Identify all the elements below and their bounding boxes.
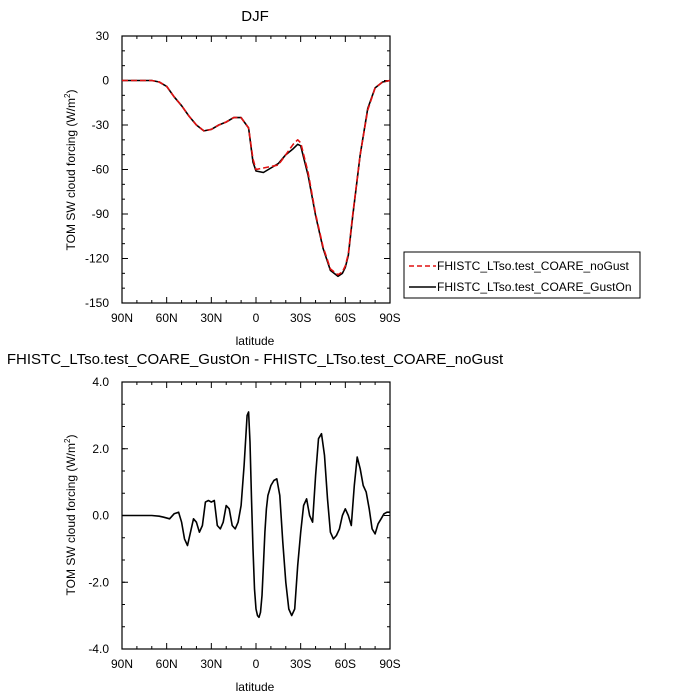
chart1-ylabel-sup: 2 [63, 93, 72, 98]
chart2-title: FHISTC_LTso.test_COARE_GustOn - FHISTC_L… [7, 351, 504, 368]
chart1-ylabel-close: ) [64, 90, 78, 94]
chart1-title: DJF [241, 8, 269, 25]
chart2-ytick-label: 0.0 [92, 509, 109, 523]
chart1-ytick-label: -90 [92, 207, 110, 221]
chart1-legend: FHISTC_LTso.test_COARE_noGust FHISTC_LTs… [403, 251, 641, 299]
chart1-xtick-label: 90N [111, 311, 133, 325]
chart1-xtick-label: 90S [379, 311, 400, 325]
chart1-series-line-guston [122, 79, 391, 278]
chart2-ytick-label: 2.0 [92, 442, 109, 456]
chart1-ytick-label: -60 [92, 163, 110, 177]
chart1-series-line-nogust [122, 79, 391, 276]
chart1-xtick-label: 60N [156, 311, 178, 325]
chart1-xtick-label: 0 [253, 311, 260, 325]
chart1-xtick-label: 60S [335, 311, 356, 325]
chart2-xtick-label: 30S [290, 657, 311, 671]
chart2-xtick-label: 30N [200, 657, 222, 671]
chart2-xlabel: latitude [236, 680, 275, 694]
chart2-ylabel-close: ) [64, 435, 78, 439]
chart2-ytick-label: 4.0 [92, 375, 109, 389]
chart2-xtick-label: 90S [379, 657, 400, 671]
chart1-xlabel: latitude [236, 334, 275, 348]
chart2-xtick-label: 60N [156, 657, 178, 671]
chart1-ytick-label: -30 [92, 118, 110, 132]
chart1-ylabel-main: TOM SW cloud forcing (W/m [64, 98, 78, 250]
chart2-ytick-label: -4.0 [88, 642, 109, 656]
chart1-ytick-label: -150 [85, 296, 109, 310]
plot-layer: 90N 60N 30N 0 30S 60S 90S300-30-60-90-120-1509… [85, 29, 401, 671]
chart2-series-line-difference [122, 411, 390, 619]
chart1-xtick-label: 30N [200, 311, 222, 325]
chart2-ylabel-main: TOM SW cloud forcing (W/m [64, 443, 78, 595]
chart2-xtick-label: 60S [335, 657, 356, 671]
chart2-xtick-label: 0 [253, 657, 260, 671]
chart2-ytick-label: -2.0 [88, 575, 109, 589]
chart2-ylabel: TOM SW cloud forcing (W/m2) [63, 435, 78, 596]
chart2-ylabel-sup: 2 [63, 438, 72, 443]
chart2-xtick-label: 90N [111, 657, 133, 671]
legend-frame [403, 251, 641, 299]
chart1-ylabel: TOM SW cloud forcing (W/m2) [63, 90, 78, 251]
chart1-xtick-label: 30S [290, 311, 311, 325]
chart1-ytick-label: -120 [85, 252, 109, 266]
chart1-ytick-label: 30 [96, 29, 110, 43]
legend-label-nogust: FHISTC_LTso.test_COARE_noGust [437, 259, 630, 273]
legend-label-guston: FHISTC_LTso.test_COARE_GustOn [437, 280, 632, 294]
chart1-ytick-label: 0 [102, 74, 109, 88]
